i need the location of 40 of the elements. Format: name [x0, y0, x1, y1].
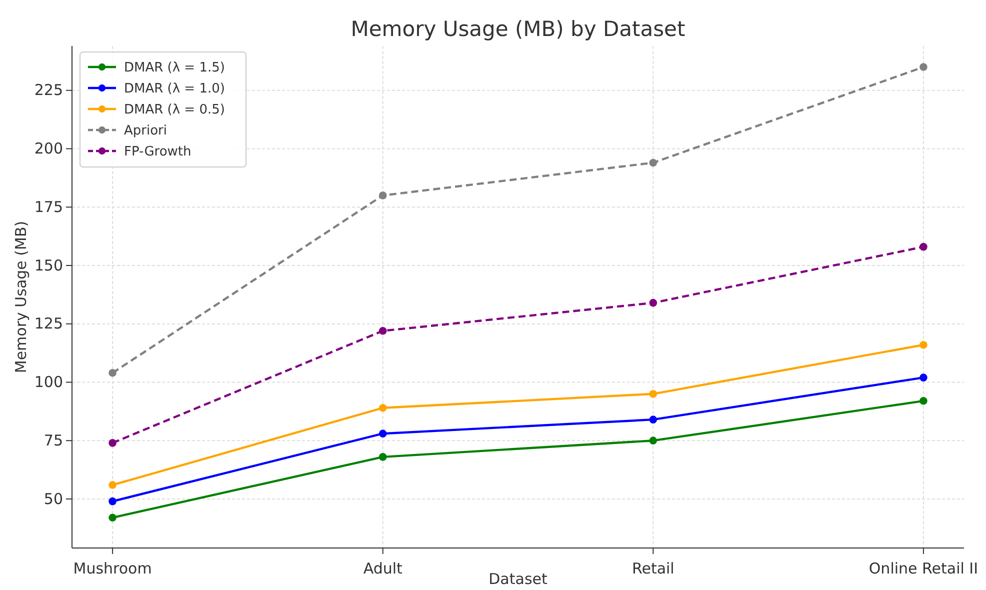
- legend-label: DMAR (λ = 1.0): [124, 82, 225, 97]
- legend-label: FP-Growth: [124, 144, 192, 160]
- x-axis-title: Dataset: [488, 570, 548, 588]
- y-tick-label: 200: [34, 140, 63, 158]
- y-tick-label: 75: [44, 431, 63, 450]
- point: [649, 436, 658, 444]
- point: [920, 340, 928, 349]
- point: [649, 390, 658, 398]
- y-tick-label: 100: [34, 373, 63, 392]
- point: [108, 514, 116, 522]
- point: [378, 326, 387, 335]
- point: [378, 192, 387, 200]
- legend-label: DMAR (λ = 0.5): [124, 102, 225, 118]
- point: [108, 497, 116, 506]
- point: [649, 158, 658, 167]
- y-tick-label: 225: [34, 81, 63, 100]
- point: [649, 298, 658, 307]
- y-axis-title: Memory Usage (MB): [12, 220, 30, 374]
- point: [108, 368, 116, 377]
- legend-label: Apriori: [124, 124, 168, 139]
- x-tick-label: Retail: [632, 560, 674, 578]
- point: [920, 374, 928, 382]
- y-tick-label: 150: [34, 256, 63, 274]
- x-tick-label: Adult: [363, 560, 403, 578]
- point: [920, 242, 928, 251]
- point: [920, 63, 928, 71]
- chart-title: Memory Usage (MB) by Dataset: [350, 17, 686, 41]
- point: [108, 481, 116, 489]
- y-tick-label: 125: [34, 314, 63, 333]
- point: [378, 430, 387, 438]
- legend-label: DMAR (λ = 1.5): [124, 60, 225, 76]
- y-tick-label: 175: [34, 198, 63, 216]
- point: [378, 453, 387, 461]
- point: [649, 416, 658, 424]
- x-tick-label: Online Retail II: [868, 560, 978, 578]
- x-tick-label: Mushroom: [73, 560, 152, 578]
- y-tick-label: 50: [44, 490, 63, 508]
- point: [920, 397, 928, 405]
- point: [108, 439, 116, 447]
- point: [378, 404, 387, 412]
